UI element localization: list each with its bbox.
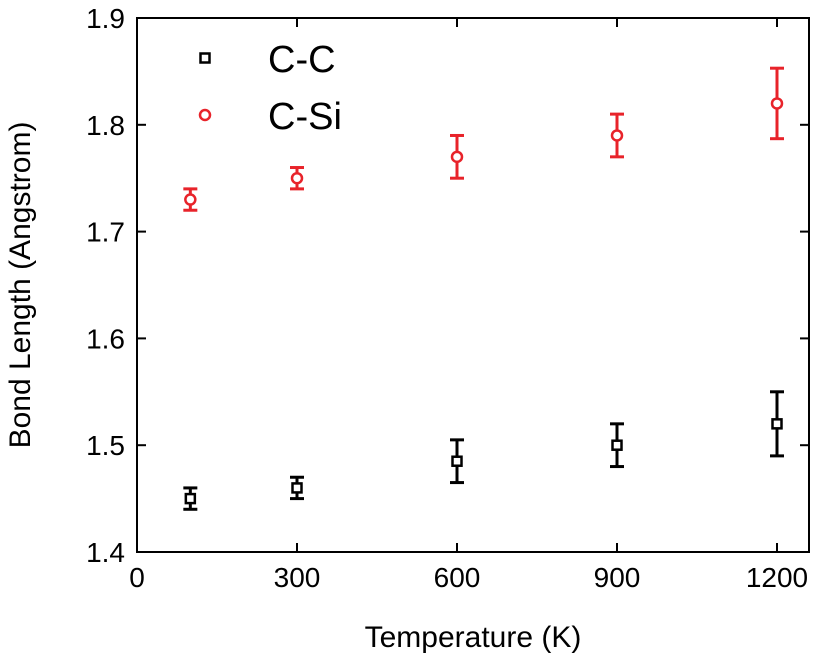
- data-point-c-si: [184, 193, 197, 206]
- data-point-c-c: [771, 418, 783, 430]
- x-axis-title: Temperature (K): [365, 621, 582, 654]
- x-tick-label: 1200: [746, 562, 808, 593]
- x-tick-label: 300: [274, 562, 321, 593]
- y-tick-label: 1.4: [86, 537, 125, 568]
- x-tick-label: 600: [434, 562, 481, 593]
- x-tick-label: 0: [129, 562, 145, 593]
- legend-symbols: [198, 52, 212, 122]
- y-tick-label: 1.7: [86, 217, 125, 248]
- y-tick-label: 1.9: [86, 3, 125, 34]
- y-axis-title: Bond Length (Angstrom): [4, 122, 37, 449]
- data-point-c-si: [450, 150, 464, 164]
- plot-frame: [136, 17, 810, 553]
- data-point-c-si: [290, 171, 304, 185]
- legend-label-c-si: C-Si: [268, 96, 342, 138]
- legend-square-icon: [199, 52, 211, 64]
- data-point-c-c: [184, 492, 197, 505]
- x-tick-label: 900: [594, 562, 641, 593]
- data-point-c-c: [291, 482, 303, 494]
- ticks: [136, 17, 809, 553]
- y-tick-label: 1.6: [86, 323, 125, 354]
- data-point-c-si: [770, 97, 784, 110]
- legend: C-C C-Si: [198, 39, 342, 138]
- data-point-c-c: [611, 439, 623, 451]
- data-markers: [183, 66, 784, 511]
- legend-circle-icon: [198, 108, 212, 122]
- tick-labels: 0 300 600 900 1200 1.4 1.5 1.6 1.7 1.8 1.9: [86, 3, 808, 593]
- legend-label-c-c: C-C: [268, 39, 336, 81]
- data-point-c-c: [451, 455, 463, 467]
- y-tick-label: 1.8: [86, 110, 125, 141]
- y-tick-label: 1.5: [86, 430, 125, 461]
- data-point-c-si: [610, 129, 624, 142]
